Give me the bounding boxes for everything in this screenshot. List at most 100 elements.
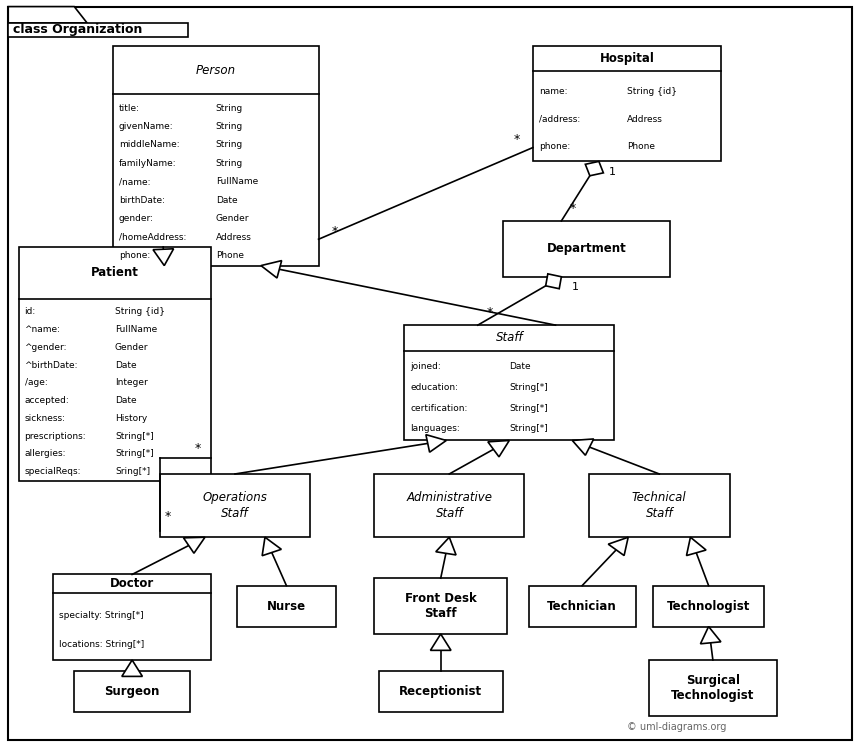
Text: languages:: languages: bbox=[410, 424, 460, 433]
Polygon shape bbox=[430, 634, 451, 651]
Text: Administrative: Administrative bbox=[406, 492, 492, 504]
Bar bbox=[237, 586, 335, 627]
Bar bbox=[374, 474, 525, 537]
Text: Surgeon: Surgeon bbox=[104, 685, 160, 698]
Text: Staff: Staff bbox=[424, 607, 457, 620]
Text: education:: education: bbox=[410, 382, 458, 391]
Text: id:: id: bbox=[25, 307, 36, 317]
Text: gender:: gender: bbox=[119, 214, 154, 223]
Bar bbox=[648, 660, 777, 716]
Text: *: * bbox=[514, 133, 520, 146]
Bar bbox=[52, 574, 212, 660]
Text: Phone: Phone bbox=[627, 142, 655, 151]
Text: Date: Date bbox=[216, 196, 237, 205]
Text: Receptionist: Receptionist bbox=[399, 685, 482, 698]
Text: FullName: FullName bbox=[216, 177, 258, 186]
Text: String: String bbox=[216, 159, 243, 168]
Text: String[*]: String[*] bbox=[509, 403, 548, 412]
Bar bbox=[378, 672, 503, 712]
Text: ^birthDate:: ^birthDate: bbox=[25, 361, 78, 370]
Bar bbox=[19, 247, 212, 481]
Bar bbox=[9, 23, 188, 37]
Polygon shape bbox=[9, 7, 87, 23]
Text: String {id}: String {id} bbox=[627, 87, 677, 96]
Text: String: String bbox=[216, 122, 243, 131]
Text: specialReqs:: specialReqs: bbox=[25, 467, 81, 476]
Bar bbox=[160, 474, 310, 537]
Text: *: * bbox=[487, 306, 493, 319]
Text: specialty: String[*]: specialty: String[*] bbox=[58, 610, 144, 619]
Text: Integer: Integer bbox=[115, 379, 148, 388]
Text: Front Desk: Front Desk bbox=[405, 592, 476, 605]
Text: Sring[*]: Sring[*] bbox=[115, 467, 150, 476]
Bar bbox=[113, 46, 318, 266]
Text: familyName:: familyName: bbox=[119, 159, 176, 168]
Text: certification:: certification: bbox=[410, 403, 468, 412]
Bar bbox=[529, 586, 636, 627]
Text: Staff: Staff bbox=[221, 506, 249, 520]
Text: accepted:: accepted: bbox=[25, 396, 70, 405]
Text: givenName:: givenName: bbox=[119, 122, 174, 131]
Text: /age:: /age: bbox=[25, 379, 47, 388]
Text: birthDate:: birthDate: bbox=[119, 196, 165, 205]
Text: title:: title: bbox=[119, 104, 140, 113]
Text: Nurse: Nurse bbox=[267, 600, 306, 613]
Text: /address:: /address: bbox=[539, 114, 581, 124]
Text: Technologist: Technologist bbox=[671, 689, 754, 702]
Text: String[*]: String[*] bbox=[509, 424, 548, 433]
Text: joined:: joined: bbox=[410, 362, 441, 371]
Text: Phone: Phone bbox=[216, 251, 243, 260]
Bar bbox=[588, 474, 730, 537]
Bar bbox=[74, 672, 190, 712]
Polygon shape bbox=[122, 660, 143, 676]
Text: © uml-diagrams.org: © uml-diagrams.org bbox=[627, 722, 727, 732]
Text: FullName: FullName bbox=[115, 325, 157, 334]
Text: 1: 1 bbox=[572, 282, 579, 292]
Text: *: * bbox=[331, 225, 338, 238]
Text: Address: Address bbox=[216, 232, 252, 241]
Text: Date: Date bbox=[509, 362, 531, 371]
Bar bbox=[404, 325, 614, 441]
Text: *: * bbox=[164, 510, 170, 524]
Polygon shape bbox=[700, 627, 721, 644]
Text: Technical: Technical bbox=[632, 492, 686, 504]
Text: Date: Date bbox=[115, 396, 137, 405]
Text: Address: Address bbox=[627, 114, 663, 124]
Text: allergies:: allergies: bbox=[25, 450, 66, 459]
Text: Technician: Technician bbox=[547, 600, 617, 613]
Polygon shape bbox=[586, 161, 604, 176]
Polygon shape bbox=[426, 435, 446, 452]
Polygon shape bbox=[608, 537, 628, 556]
Text: String[*]: String[*] bbox=[115, 432, 154, 441]
Text: String[*]: String[*] bbox=[115, 450, 154, 459]
Polygon shape bbox=[436, 537, 456, 555]
Text: Staff: Staff bbox=[435, 506, 463, 520]
Text: Staff: Staff bbox=[495, 332, 523, 344]
Text: name:: name: bbox=[539, 87, 568, 96]
Text: Doctor: Doctor bbox=[110, 577, 154, 590]
Text: prescriptions:: prescriptions: bbox=[25, 432, 86, 441]
Text: Technologist: Technologist bbox=[666, 600, 750, 613]
Polygon shape bbox=[261, 261, 282, 278]
Text: Staff: Staff bbox=[646, 506, 673, 520]
Text: Operations: Operations bbox=[203, 492, 267, 504]
Text: ^gender:: ^gender: bbox=[25, 343, 67, 352]
Text: String: String bbox=[216, 104, 243, 113]
Text: *: * bbox=[194, 442, 200, 455]
Bar bbox=[533, 46, 722, 161]
Text: phone:: phone: bbox=[539, 142, 570, 151]
Polygon shape bbox=[572, 439, 593, 455]
Polygon shape bbox=[488, 441, 509, 457]
Text: Person: Person bbox=[195, 63, 236, 77]
Polygon shape bbox=[153, 249, 174, 266]
Text: *: * bbox=[570, 202, 576, 215]
Text: Gender: Gender bbox=[115, 343, 149, 352]
Text: locations: String[*]: locations: String[*] bbox=[58, 639, 144, 648]
Bar bbox=[503, 221, 670, 276]
Text: class Organization: class Organization bbox=[13, 23, 142, 36]
Text: Hospital: Hospital bbox=[599, 52, 654, 65]
Text: sickness:: sickness: bbox=[25, 414, 65, 423]
Text: phone:: phone: bbox=[119, 251, 150, 260]
Text: /homeAddress:: /homeAddress: bbox=[119, 232, 187, 241]
Polygon shape bbox=[686, 537, 706, 556]
